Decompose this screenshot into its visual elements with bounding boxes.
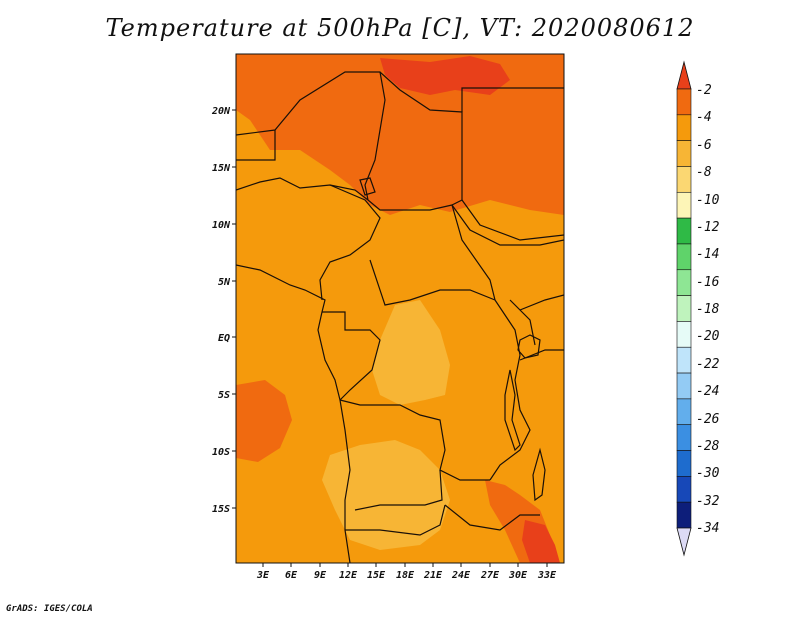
border-angola-drc <box>339 399 490 481</box>
border-mali-burkina <box>236 130 276 161</box>
colorbar-label: -8 <box>696 165 712 180</box>
border-nigeria-cameroon <box>319 184 381 301</box>
lake-malawi <box>532 447 546 502</box>
colorbar-label: -2 <box>696 83 712 98</box>
colorbar-swatch <box>676 88 692 116</box>
colorbar-label: -14 <box>696 247 719 262</box>
lon-tick-label: 30E <box>508 570 528 581</box>
colorbar <box>676 60 692 557</box>
lon-tick-label: 15E <box>367 570 386 581</box>
colorbar-label: -30 <box>696 466 720 481</box>
colorbar-label: -10 <box>696 193 720 208</box>
border-sahara-east <box>461 199 564 241</box>
colorbar-label: -22 <box>696 357 720 372</box>
field-hot-regions <box>380 56 560 563</box>
border-kenya <box>519 294 564 311</box>
lon-tick-label: 33E <box>537 570 557 581</box>
colorbar-label: -34 <box>696 521 719 536</box>
hot-region-north <box>380 56 510 95</box>
coastline-west-africa <box>236 264 351 563</box>
lat-tick-label: 5N <box>218 277 231 288</box>
lon-tick-label: 18E <box>396 570 415 581</box>
colorbar-swatch <box>676 398 692 426</box>
colorbar-bottom-arrow <box>676 527 692 557</box>
border-angola-zambia <box>354 469 443 511</box>
warm-region-sw <box>236 380 292 462</box>
colorbar-swatch <box>676 450 692 477</box>
temperature-field <box>236 54 564 563</box>
colorbar-swatch <box>676 346 692 374</box>
lat-tick-label: 15S <box>212 504 230 515</box>
border-niger-nigeria <box>236 177 369 201</box>
colorbar-label: -26 <box>696 412 720 427</box>
longitude-axis: 3E 6E 9E 12E 15E 18E 21E 24E 27E 30E 33E <box>256 563 557 581</box>
colorbar-swatch <box>676 140 692 167</box>
colorbar-labels: -2 -4 -6 -8 -10 -12 -14 -16 -18 -20 -22 … <box>696 83 720 536</box>
lake-tanganyika <box>504 369 521 452</box>
lat-tick-label: 10S <box>212 447 230 458</box>
border-zambia-zimbabwe <box>444 504 540 531</box>
map-title: Temperature at 500hPa [C], VT: 202008061… <box>105 14 695 42</box>
lake-victoria <box>517 334 541 359</box>
border-sudan-southsudan <box>451 204 564 246</box>
field-cool-regions <box>322 300 450 550</box>
border-car-drc <box>369 259 496 306</box>
colorbar-swatch <box>676 243 692 271</box>
lat-tick-label: 20N <box>211 106 231 117</box>
colorbar-swatch <box>676 372 692 400</box>
colorbar-swatch <box>676 424 692 451</box>
colorbar-swatch <box>676 501 692 529</box>
colorbar-label: -24 <box>696 384 719 399</box>
colorbar-label: -4 <box>696 110 712 125</box>
lat-tick-label: EQ <box>218 333 230 344</box>
colorbar-label: -32 <box>696 494 720 509</box>
colorbar-swatch <box>676 114 692 141</box>
colorbar-label: -12 <box>696 220 720 235</box>
border-libya-chad <box>364 71 386 201</box>
lat-tick-label: 5S <box>218 390 230 401</box>
border-drc-east <box>489 299 531 481</box>
lon-tick-label: 6E <box>285 570 298 581</box>
hot-region-se <box>522 520 560 563</box>
colorbar-label: -18 <box>696 302 720 317</box>
colorbar-swatch <box>676 191 692 219</box>
border-algeria-mali <box>236 71 463 206</box>
colorbar-label: -20 <box>696 329 720 344</box>
cool-region-central <box>372 300 450 405</box>
colorbar-label: -28 <box>696 439 720 454</box>
lat-tick-label: 10N <box>212 220 231 231</box>
lon-tick-label: 24E <box>451 570 471 581</box>
lon-tick-label: 12E <box>339 570 358 581</box>
colorbar-swatch <box>676 321 692 348</box>
warm-region-north <box>236 54 564 215</box>
colorbar-swatch <box>676 269 692 296</box>
colorbar-swatch <box>676 476 692 503</box>
colorbar-swatch <box>676 166 692 193</box>
border-namibia <box>345 504 446 536</box>
colorbar-label: -16 <box>696 275 720 290</box>
lat-tick-label: 15N <box>212 163 231 174</box>
border-gabon-congo <box>322 311 381 401</box>
latitude-axis: 20N 15N 10N 5N EQ 5S 10S 15S <box>211 106 236 515</box>
country-borders <box>236 71 564 563</box>
colorbar-top-arrow <box>676 60 692 90</box>
lake-chad <box>359 177 376 196</box>
cool-region-south <box>322 440 450 550</box>
colorbar-label: -6 <box>696 138 712 153</box>
colorbar-swatch <box>676 295 692 322</box>
map-frame <box>235 53 565 564</box>
lon-tick-label: 3E <box>256 570 270 581</box>
lon-tick-label: 27E <box>480 570 500 581</box>
colorbar-swatch <box>676 217 692 245</box>
lon-tick-label: 21E <box>423 570 443 581</box>
lon-tick-label: 9E <box>314 570 327 581</box>
software-credit: GrADS: IGES/COLA <box>6 604 93 614</box>
border-egypt-sudan <box>461 87 564 112</box>
